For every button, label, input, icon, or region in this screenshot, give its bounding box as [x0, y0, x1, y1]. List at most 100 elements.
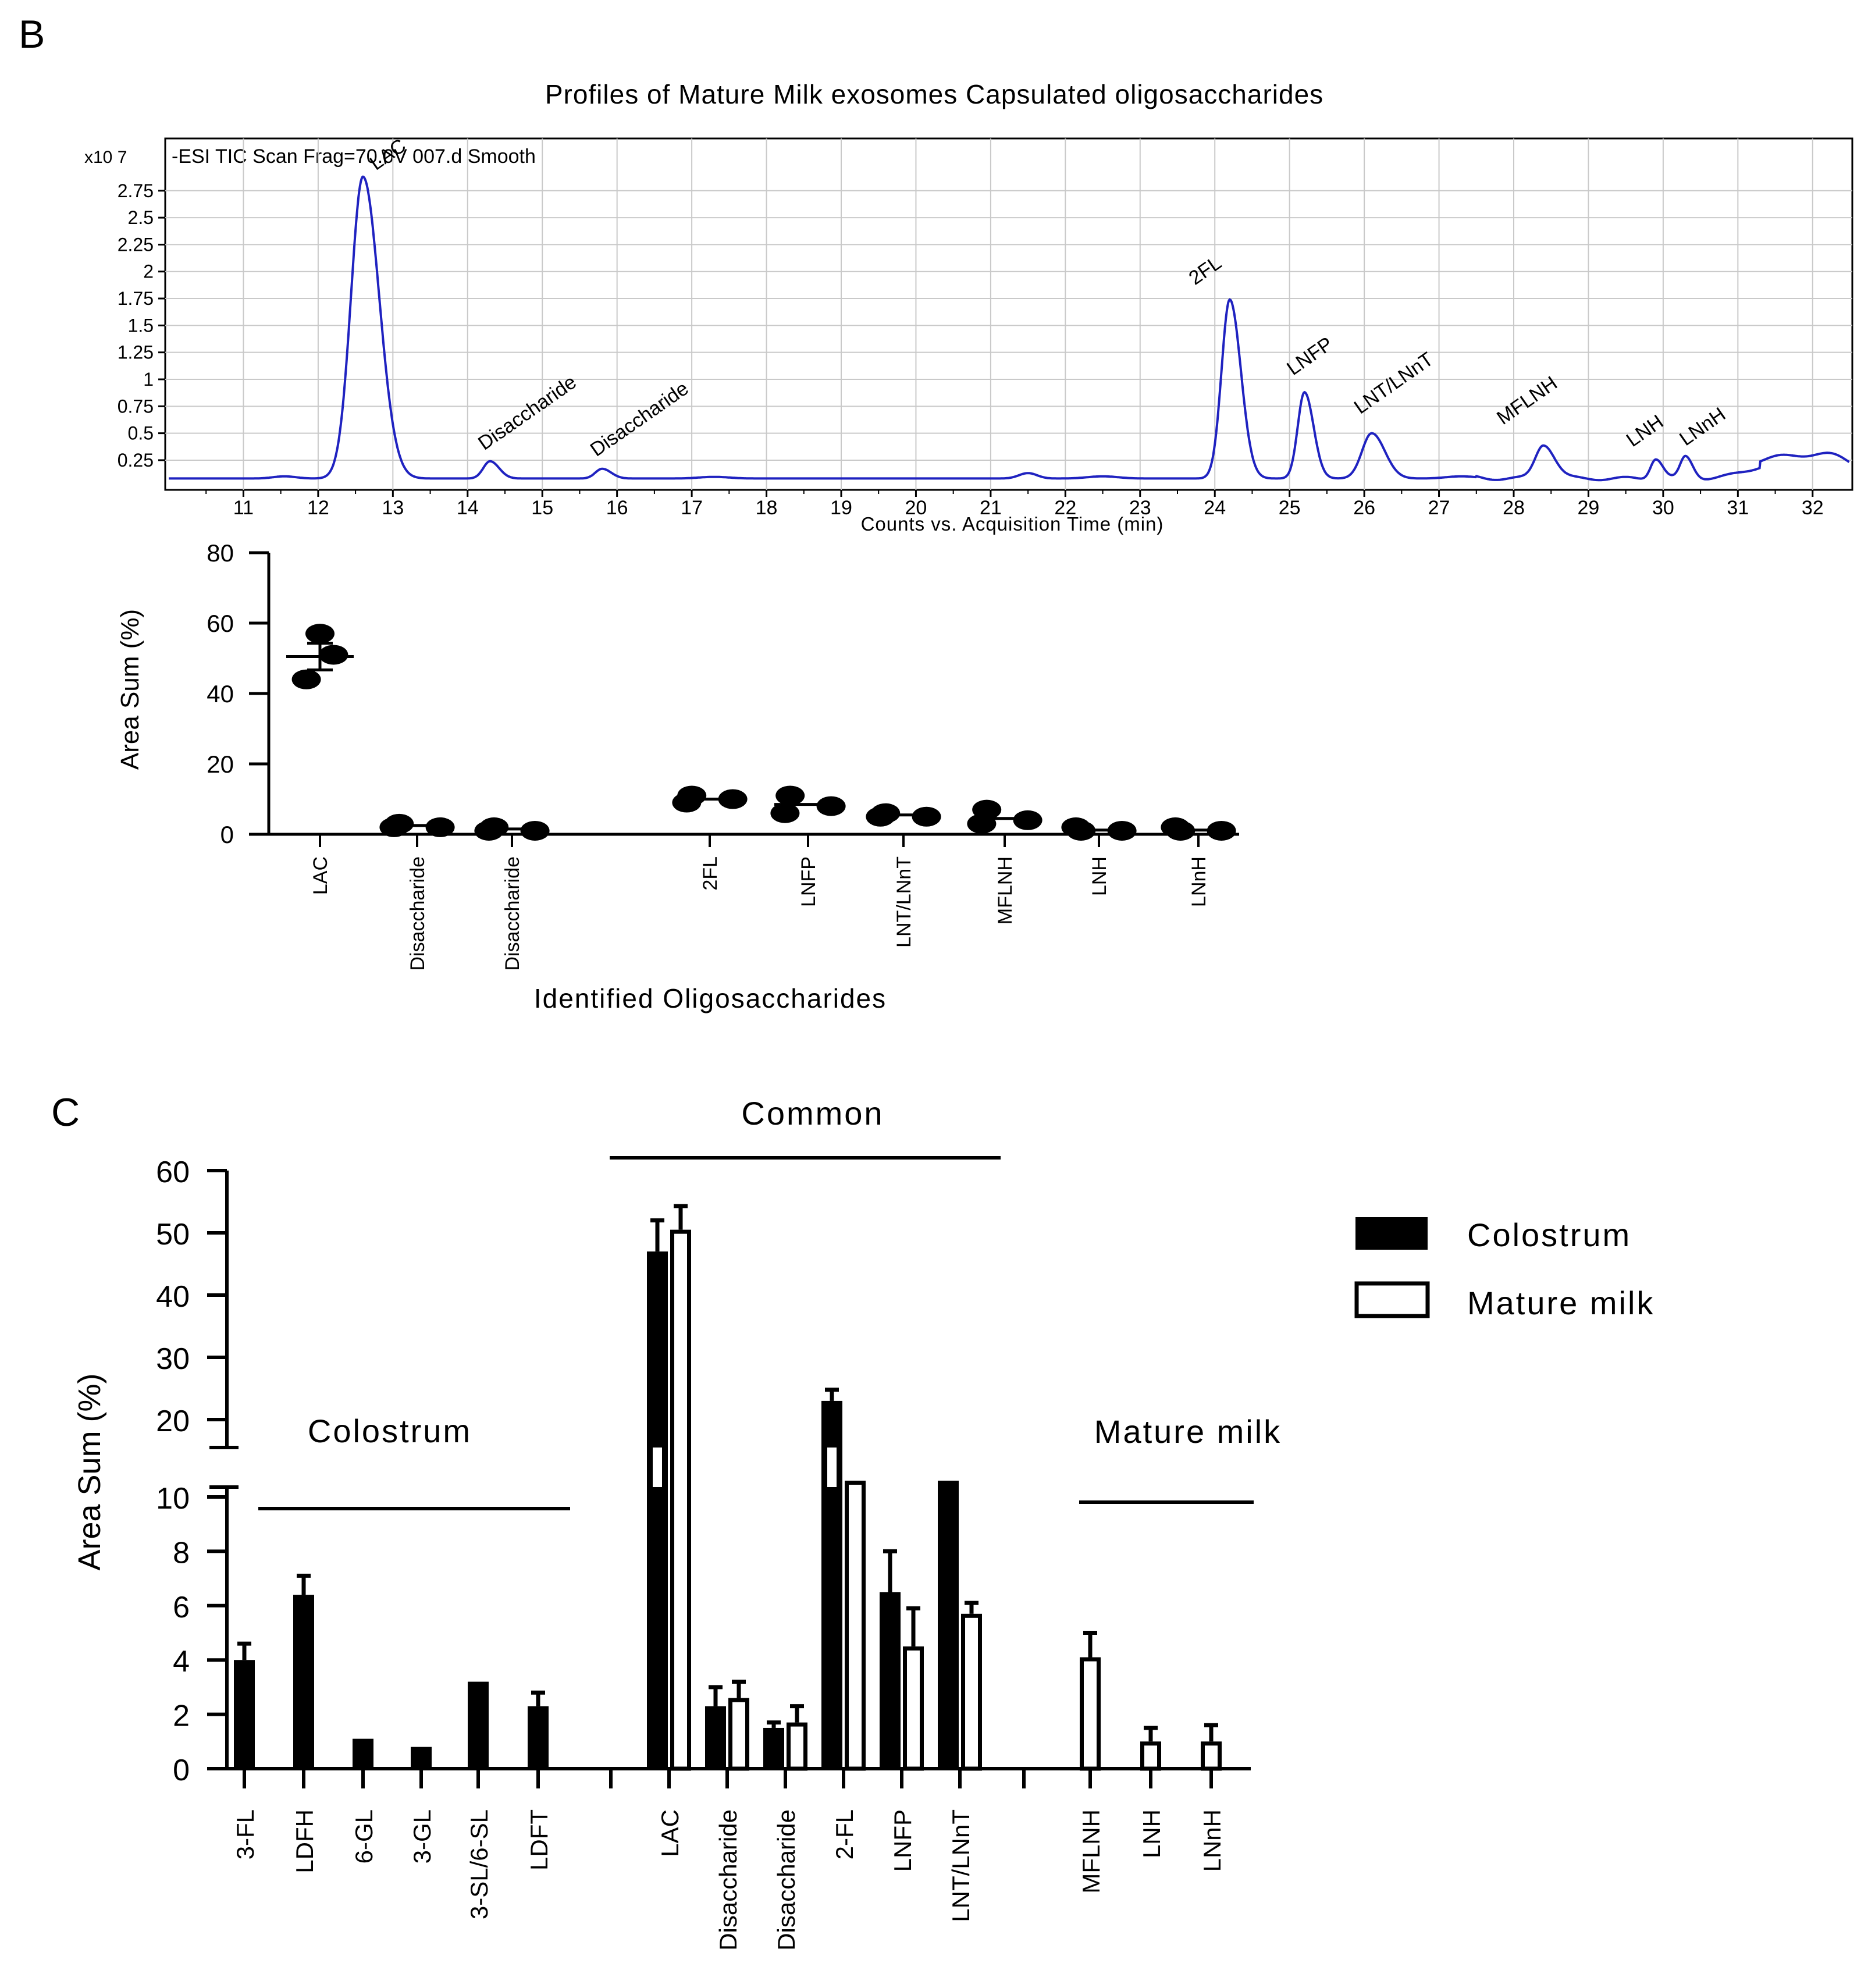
chromatogram-x-label: Counts vs. Acquisition Time (min) [861, 513, 1164, 535]
scatter-plot: 0 20 40 60 80 LAC Disaccharide Disaccharide 2FL L… [207, 539, 1239, 971]
scatter-point [291, 669, 321, 689]
scatter-point [305, 624, 335, 644]
chrom-peak-label: LNT/LNnT [1350, 348, 1438, 418]
scatter-point [319, 645, 348, 665]
scatter-point [379, 817, 409, 837]
chrom-x-tick-label: 11 [233, 497, 254, 519]
chrom-y-tick-label: 1.25 [118, 342, 154, 363]
scatter-point [866, 806, 895, 827]
bar-y-tick-label: 60 [156, 1155, 190, 1189]
chrom-x-tick-label: 14 [457, 497, 479, 519]
bar-x-tick-label: LNFP [889, 1809, 916, 1872]
scatter-point [770, 803, 800, 823]
bar-colostrum [353, 1738, 373, 1769]
chrom-peak-label: LNH [1623, 411, 1668, 451]
chrom-x-tick-label: 18 [756, 497, 778, 519]
legend-mature-milk-swatch [1354, 1281, 1430, 1318]
bar-y-tick-label: 40 [156, 1280, 190, 1314]
bar-x-tick-label: LNnH [1198, 1809, 1226, 1872]
chrom-y-tick-label: 0.5 [128, 423, 154, 444]
scatter-x-tick-label: LNH [1088, 856, 1111, 896]
bar-x-tick-label: LNT/LNnT [947, 1809, 974, 1922]
chrom-x-tick-label: 28 [1503, 497, 1525, 519]
chrom-x-tick-label: 13 [382, 497, 404, 519]
scatter-y-label: Area Sum (%) [116, 609, 144, 770]
scatter-x-tick-label: Disaccharide [407, 856, 429, 971]
scatter-x-tick-label: MFLNH [994, 856, 1016, 924]
bar-y-tick-label: 20 [156, 1404, 190, 1438]
bar-x-tick-label: Disaccharide [714, 1809, 742, 1951]
bar-y-label: Area Sum (%) [72, 1373, 107, 1570]
chrom-x-tick-label: 30 [1652, 497, 1674, 519]
chrom-peak-label: 2FL [1185, 252, 1226, 290]
legend-colostrum-swatch [1355, 1217, 1428, 1250]
bar-x-tick-label: MFLNH [1077, 1809, 1105, 1894]
chrom-y-tick-label: 2.25 [118, 234, 154, 255]
chrom-x-tick-label: 16 [606, 497, 628, 519]
bar-chart: 0 2 4 6 8 10 20 30 40 50 60 3-FL LDFH 6-GL 3-GL 3-SL/6-… [156, 1095, 1280, 1951]
chrom-peak-label: LNnH [1675, 403, 1730, 450]
chrom-y-tick-label: 0.75 [118, 396, 154, 417]
chromatogram-grid [165, 138, 1852, 490]
chrom-x-tick-label: 19 [830, 497, 852, 519]
bar-colostrum [528, 1706, 549, 1769]
scatter-point [425, 817, 455, 837]
scatter-x-tick-label: LAC [309, 856, 332, 895]
scatter-x-tick-label: Disaccharide [501, 856, 524, 971]
bar-colostrum [293, 1595, 314, 1769]
bar-mature-milk [1140, 1741, 1161, 1771]
chrom-x-tick-label: 29 [1578, 497, 1600, 519]
bar-x-tick-label: Disaccharide [773, 1809, 800, 1951]
scatter-x-tick-label: LNT/LNnT [893, 856, 915, 948]
legend-colostrum-label: Colostrum [1467, 1217, 1631, 1253]
scatter-y-tick-label: 80 [207, 539, 234, 567]
chrom-y-tick-label: 0.25 [118, 450, 154, 471]
chrom-y-tick-label: 1 [143, 369, 154, 390]
panel-c-letter: C [51, 1090, 80, 1135]
bar-y-tick-label: 50 [156, 1218, 190, 1251]
bar-mature-milk [787, 1722, 807, 1771]
chrom-x-tick-label: 17 [681, 497, 703, 519]
bar-mature-milk [845, 1480, 866, 1771]
scatter-x-tick-label: LNnH [1188, 856, 1210, 907]
bar-x-tick-label: 6-GL [350, 1809, 378, 1863]
chromatogram-title: Profiles of Mature Milk exosomes Capsula… [545, 79, 1323, 109]
chrom-x-tick-label: 31 [1727, 497, 1749, 519]
chromatogram-x-axis: 11 12 13 14 15 16 17 18 19 20 21 22 23 24 25 26 27 28 29 30… [205, 490, 1824, 519]
bar-x-tick-label: LDFH [291, 1809, 318, 1873]
chrom-x-tick-label: 21 [980, 497, 1002, 519]
bar-group-label: Common [741, 1095, 884, 1132]
scatter-point [816, 796, 846, 816]
scatter-x-label: Identified Oligosaccharides [534, 983, 887, 1013]
bar-mature-milk [728, 1698, 749, 1771]
chromatogram-frame [164, 137, 1853, 491]
scatter-point [967, 813, 997, 834]
scatter-y-tick-label: 40 [207, 680, 234, 707]
legend-mature-milk-label: Mature milk [1467, 1285, 1654, 1321]
chrom-x-tick-label: 22 [1054, 497, 1076, 519]
chrom-peak-label: LNFP [1283, 333, 1337, 380]
bar-x-tick-label: 3-FL [232, 1809, 259, 1859]
scatter-point [672, 792, 702, 813]
chrom-x-tick-label: 27 [1428, 497, 1450, 519]
bar-group-label: Colostrum [308, 1413, 472, 1449]
chrom-x-tick-label: 20 [905, 497, 927, 519]
chromatogram-peak-labels: LAC Disaccharide Disaccharide 2FL LNFP LNT/LN… [366, 134, 1730, 461]
bar-colostrum [647, 1251, 668, 1769]
scatter-point [474, 820, 504, 841]
bar-mature-milk [903, 1646, 924, 1771]
chrom-y-tick-label: 1.75 [118, 288, 154, 309]
bar-break-gap [653, 1448, 662, 1487]
scatter-x-tick-label: LNFP [798, 856, 820, 907]
scatter-y-tick-label: 20 [207, 751, 234, 778]
chrom-y-tick-label: 1.5 [128, 315, 154, 336]
scatter-x-tick-label: 2FL [699, 856, 721, 891]
chromatogram-y-axis: 0.25 0.5 0.75 1 1.25 1.5 1.75 2 2.25 2.5 2.75 [118, 180, 165, 471]
scatter-y-tick-label: 60 [207, 610, 234, 637]
bar-y-tick-label: 10 [156, 1482, 190, 1516]
chromatogram-y-multiplier: x10 7 [84, 148, 127, 167]
bar-colostrum [880, 1592, 901, 1769]
bar-mature-milk [670, 1229, 691, 1771]
chrom-peak-label: LAC [366, 134, 410, 175]
